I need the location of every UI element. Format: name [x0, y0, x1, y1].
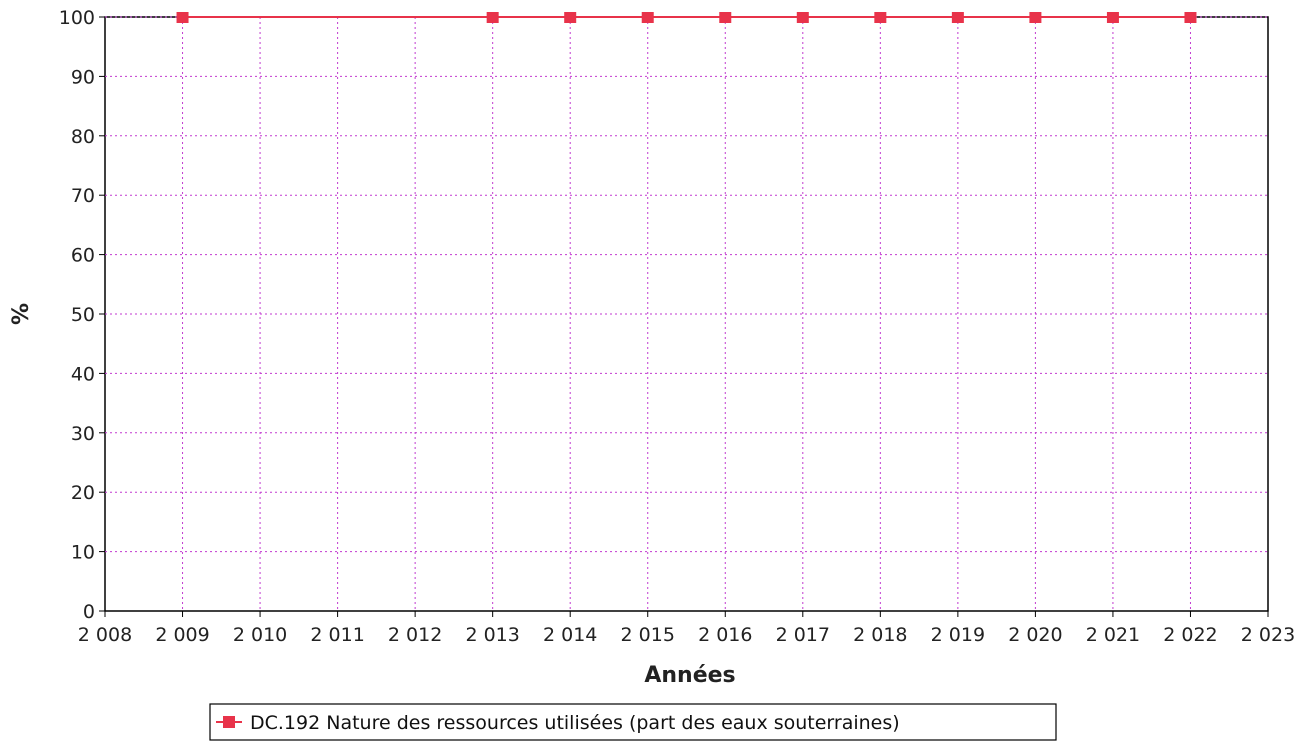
y-tick-label: 50 — [71, 304, 95, 326]
legend-label: DC.192 Nature des ressources utilisées (… — [250, 712, 900, 734]
x-tick-label: 2 015 — [621, 624, 675, 646]
y-tick-label: 0 — [83, 601, 95, 623]
grid — [105, 16, 1268, 611]
data-point — [719, 12, 732, 23]
series-layer — [176, 12, 1197, 23]
data-point — [486, 12, 499, 23]
data-point — [1184, 12, 1197, 23]
data-point — [951, 12, 964, 23]
x-tick-label: 2 020 — [1008, 624, 1062, 646]
data-point — [1106, 12, 1119, 23]
data-point — [641, 12, 654, 23]
x-tick-label: 2 009 — [155, 624, 209, 646]
data-point — [1029, 12, 1042, 23]
axes — [99, 16, 1269, 617]
y-tick-label: 60 — [71, 245, 95, 267]
y-axis-title: % — [9, 303, 34, 325]
data-point — [874, 12, 887, 23]
x-tick-label: 2 014 — [543, 624, 597, 646]
y-tick-label: 100 — [59, 7, 95, 29]
x-axis-title: Années — [644, 663, 735, 688]
data-point — [796, 12, 809, 23]
x-tick-label: 2 012 — [388, 624, 442, 646]
x-tick-label: 2 010 — [233, 624, 287, 646]
data-point — [564, 12, 577, 23]
x-tick-label: 2 022 — [1163, 624, 1217, 646]
x-tick-label: 2 019 — [931, 624, 985, 646]
y-tick-label: 10 — [71, 542, 95, 564]
x-tick-label: 2 008 — [78, 624, 132, 646]
y-tick-label: 30 — [71, 423, 95, 445]
legend-swatch-marker — [223, 716, 235, 728]
tick-labels: 0 10 20 30 40 50 60 70 80 90 100 2 008 2 009 2 010 2 0… — [59, 7, 1295, 646]
y-tick-label: 20 — [71, 482, 95, 504]
legend-box — [209, 703, 1057, 741]
y-tick-label: 40 — [71, 363, 95, 385]
x-tick-label: 2 016 — [698, 624, 752, 646]
x-tick-label: 2 023 — [1241, 624, 1295, 646]
data-point — [176, 12, 189, 23]
x-tick-label: 2 021 — [1086, 624, 1140, 646]
x-tick-label: 2 017 — [776, 624, 830, 646]
x-tick-label: 2 013 — [465, 624, 519, 646]
legend: DC.192 Nature des ressources utilisées (… — [209, 703, 1057, 741]
y-tick-label: 90 — [71, 66, 95, 88]
x-tick-label: 2 018 — [853, 624, 907, 646]
y-tick-label: 70 — [71, 185, 95, 207]
x-tick-label: 2 011 — [310, 624, 364, 646]
y-tick-label: 80 — [71, 126, 95, 148]
